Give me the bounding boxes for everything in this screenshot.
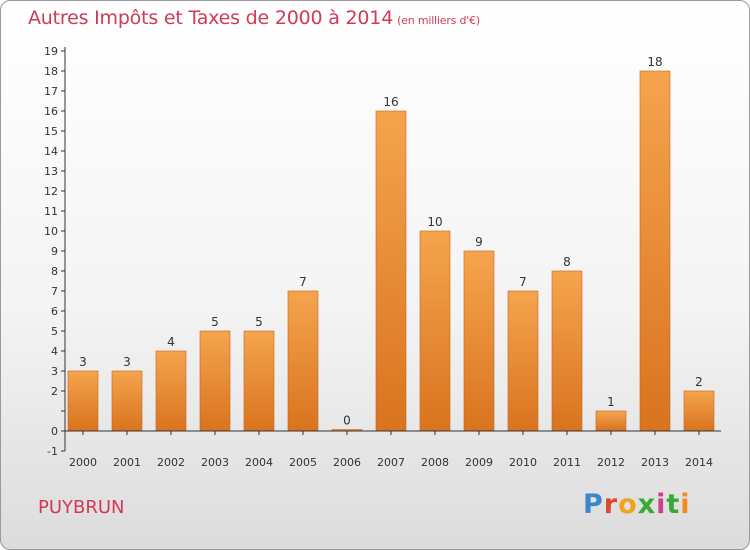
y-tick-label: 3	[51, 365, 58, 378]
bar-value-label: 0	[343, 414, 351, 428]
bar-value-label: 7	[519, 275, 527, 289]
bar-value-label: 7	[299, 275, 307, 289]
x-tick-label: 2012	[597, 456, 625, 469]
x-tick-label: 2005	[289, 456, 317, 469]
bar-value-label: 5	[255, 315, 263, 329]
bar	[67, 370, 99, 432]
x-tick-label: 2014	[685, 456, 713, 469]
y-tick-label: 9	[51, 245, 58, 258]
x-axis-labels: 2000 2001 2002 2003 2004 2005 2006 2007 2008 2009…	[69, 431, 713, 469]
y-tick-label: 19	[44, 45, 58, 58]
bar-value-label: 2	[695, 375, 703, 389]
y-tick-label: 7	[51, 285, 58, 298]
y-tick-label: 2	[51, 385, 58, 398]
y-tick-label: 8	[51, 265, 58, 278]
bar	[551, 270, 583, 432]
bar-value-label: 4	[167, 335, 175, 349]
bar-value-label: 16	[383, 95, 398, 109]
x-tick-label: 2009	[465, 456, 493, 469]
y-tick-label: 11	[44, 205, 58, 218]
x-tick-label: 2007	[377, 456, 405, 469]
bar	[419, 230, 451, 432]
y-tick-label: 14	[44, 145, 58, 158]
bar	[683, 390, 715, 432]
bar	[155, 350, 187, 432]
y-tick-label: 16	[44, 105, 58, 118]
bar-value-label: 3	[79, 355, 87, 369]
bar	[595, 410, 627, 432]
x-tick-label: 2011	[553, 456, 581, 469]
y-tick-label: 10	[44, 225, 58, 238]
y-tick-label: 4	[51, 345, 58, 358]
x-tick-label: 2006	[333, 456, 361, 469]
bar	[111, 370, 143, 432]
bars: 3 3 4 5 5 7 0 16 10 9 7 8 1 18 2	[67, 55, 715, 432]
x-tick-label: 2003	[201, 456, 229, 469]
bar	[375, 110, 407, 432]
y-axis-ticks: -1 0 2 3 4 5 6 7 8 9 10 11 12 13 14 15 16 17 18 19	[44, 45, 65, 458]
bar-value-label: 10	[427, 215, 442, 229]
place-name: PUYBRUN	[38, 497, 125, 518]
bar-value-label: 18	[647, 55, 662, 69]
axes	[64, 47, 721, 451]
x-tick-label: 2008	[421, 456, 449, 469]
x-tick-label: 2013	[641, 456, 669, 469]
chart-title: Autres Impôts et Taxes de 2000 à 2014 (en…	[28, 7, 480, 29]
bar-value-label: 1	[607, 395, 615, 409]
x-tick-label: 2004	[245, 456, 273, 469]
bar	[199, 330, 231, 432]
y-tick-label: 6	[51, 305, 58, 318]
proxiti-logo[interactable]: Proxiti	[583, 489, 691, 520]
y-tick-label: 5	[51, 325, 58, 338]
bar	[639, 70, 671, 432]
bar-value-label: 9	[475, 235, 483, 249]
y-tick-label: 17	[44, 85, 58, 98]
y-tick-label: 0	[51, 425, 58, 438]
bar-value-label: 3	[123, 355, 131, 369]
x-tick-label: 2001	[113, 456, 141, 469]
bar	[463, 250, 495, 432]
bar	[243, 330, 275, 432]
y-tick-label: -1	[47, 445, 58, 458]
x-tick-label: 2002	[157, 456, 185, 469]
bar	[507, 290, 539, 432]
x-tick-label: 2010	[509, 456, 537, 469]
chart-unit-note: (en milliers d'€)	[397, 14, 480, 27]
y-tick-label: 13	[44, 165, 58, 178]
x-tick-label: 2000	[69, 456, 97, 469]
bar	[287, 290, 319, 432]
y-tick-label: 12	[44, 185, 58, 198]
chart-title-text: Autres Impôts et Taxes de 2000 à 2014	[28, 7, 394, 29]
bar-value-label: 8	[563, 255, 571, 269]
y-tick-label: 15	[44, 125, 58, 138]
bar-value-label: 5	[211, 315, 219, 329]
y-tick-label: 18	[44, 65, 58, 78]
